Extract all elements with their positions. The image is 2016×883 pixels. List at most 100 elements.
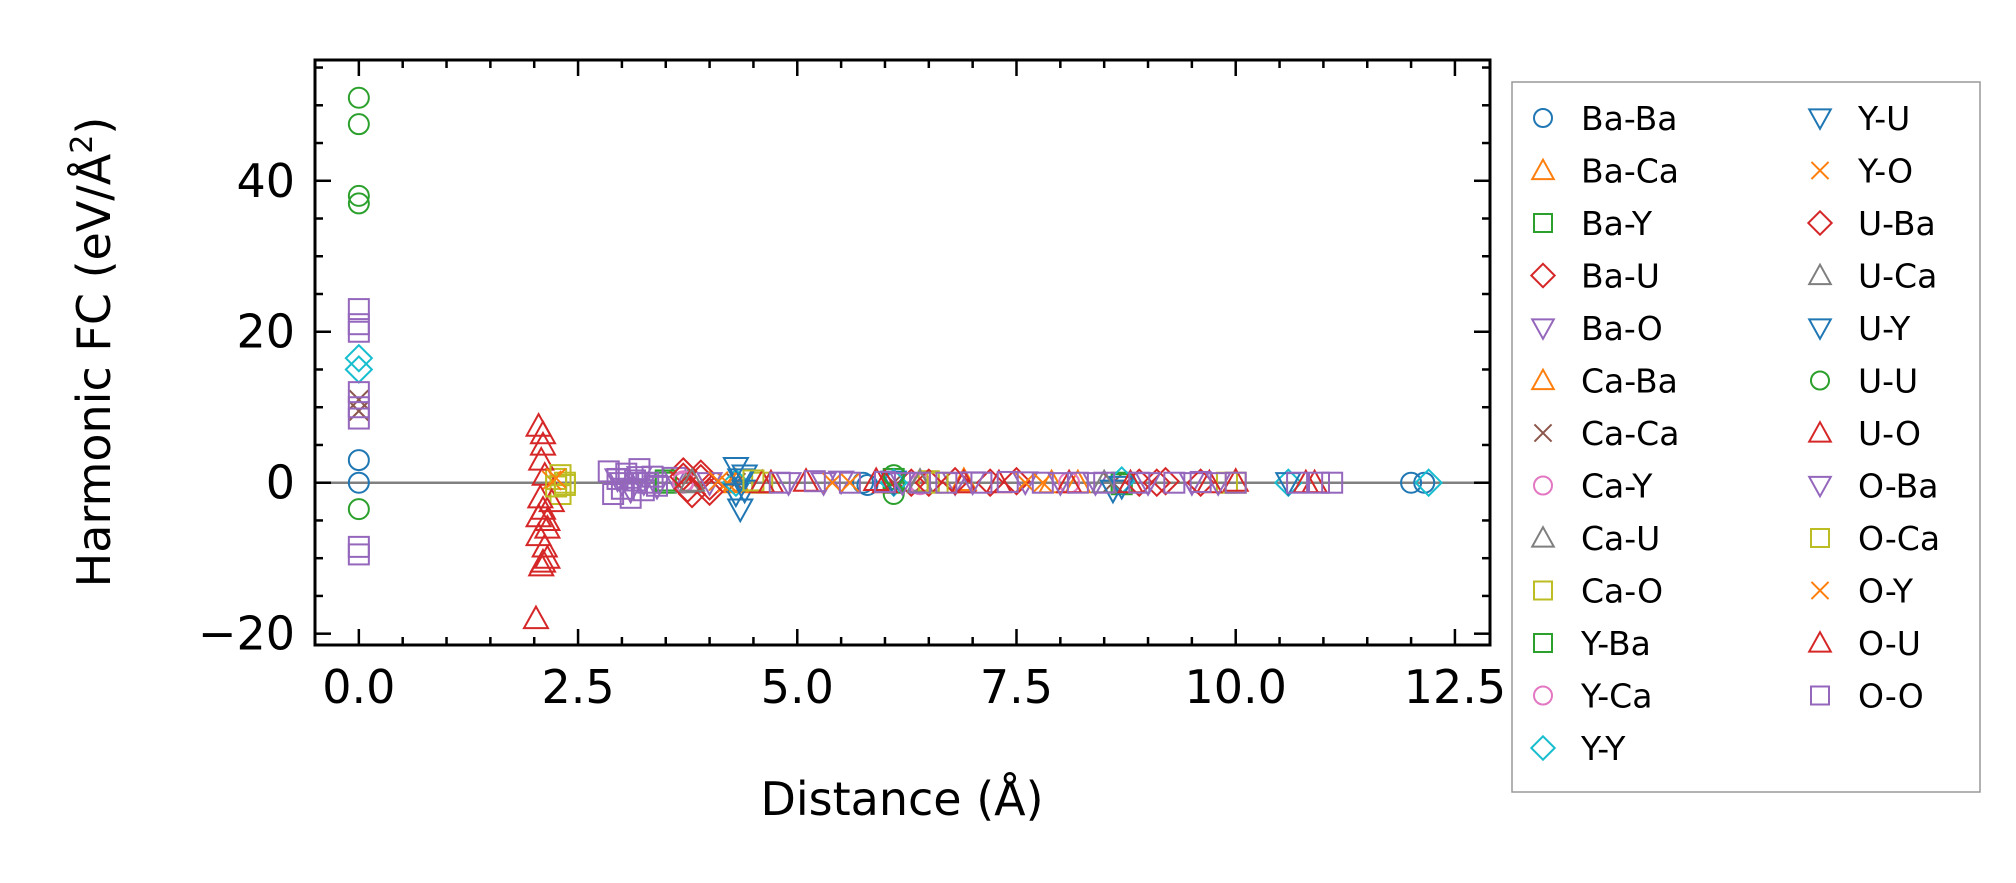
x-tick-label: 10.0 bbox=[1184, 660, 1286, 714]
data-point-o-ca bbox=[545, 475, 568, 498]
legend-marker-u-ba bbox=[1806, 209, 1834, 237]
data-point-u-ba bbox=[695, 477, 725, 507]
data-point-o-o bbox=[347, 396, 370, 419]
legend-marker-u-u bbox=[1810, 370, 1830, 391]
legend-label: Ba-U bbox=[1581, 257, 1660, 296]
x-tick-label: 7.5 bbox=[980, 660, 1053, 714]
x-tick-label: 0.0 bbox=[322, 660, 395, 714]
legend-label: Ca-Y bbox=[1581, 467, 1653, 506]
data-point-u-ba bbox=[668, 462, 698, 492]
data-point-o-ca bbox=[742, 469, 765, 492]
y-tick-label: −20 bbox=[198, 607, 295, 661]
legend-marker-u-o bbox=[1807, 420, 1833, 443]
data-point-ba-ba bbox=[347, 471, 370, 494]
legend-label: Ca-Ca bbox=[1581, 414, 1679, 453]
data-point-o-u bbox=[529, 419, 557, 445]
data-point-o-o bbox=[1224, 471, 1247, 494]
data-point-o-o bbox=[602, 483, 625, 506]
data-point-u-u bbox=[347, 113, 370, 136]
legend-label: Ba-Ba bbox=[1581, 99, 1677, 138]
legend-label: O-Ba bbox=[1858, 467, 1939, 506]
data-point-o-o bbox=[347, 407, 370, 430]
legend-marker-o-ba bbox=[1807, 475, 1833, 499]
legend-marker-y-u bbox=[1807, 108, 1833, 131]
data-point-o-o bbox=[873, 470, 896, 493]
legend-label: Ba-O bbox=[1581, 309, 1663, 348]
data-point-o-o bbox=[838, 471, 861, 494]
data-point-ca-ca bbox=[348, 389, 370, 410]
legend-box bbox=[1511, 81, 1981, 793]
x-axis-label: Distance (Å) bbox=[760, 772, 1043, 826]
data-point-o-o bbox=[1189, 470, 1212, 493]
data-point-o-ba bbox=[643, 475, 671, 501]
data-point-o-o bbox=[347, 543, 370, 566]
data-point-ba-ba bbox=[347, 449, 370, 472]
legend-marker-o-y bbox=[1810, 581, 1830, 600]
data-point-y-u bbox=[726, 498, 754, 524]
data-point-u-o bbox=[533, 544, 562, 569]
data-point-u-u bbox=[347, 86, 370, 109]
data-point-o-o bbox=[1093, 471, 1116, 494]
data-point-u-u bbox=[347, 184, 370, 207]
data-point-o-o bbox=[619, 486, 642, 509]
legend-marker-y-ba bbox=[1533, 633, 1553, 653]
data-point-y-y bbox=[1414, 468, 1444, 498]
legend-label: Y-Ca bbox=[1580, 677, 1652, 716]
legend-label: Ba-Ca bbox=[1581, 152, 1679, 191]
data-point-u-u bbox=[347, 498, 370, 521]
y-axis-label: Harmonic FC (eV/Å2) bbox=[65, 117, 121, 588]
data-point-o-y bbox=[822, 472, 843, 493]
x-tick-label: 12.5 bbox=[1404, 660, 1506, 714]
data-point-u-y bbox=[1108, 475, 1136, 501]
legend-marker-o-ca bbox=[1810, 528, 1830, 548]
legend-label: Ca-O bbox=[1581, 572, 1663, 611]
legend-marker-ba-ca bbox=[1530, 157, 1556, 181]
data-point-o-o bbox=[347, 313, 370, 336]
data-point-o-o bbox=[935, 471, 958, 494]
legend-label: O-U bbox=[1858, 624, 1921, 663]
data-point-ba-u bbox=[1002, 466, 1031, 496]
data-point-o-o bbox=[637, 471, 660, 494]
data-point-u-ba bbox=[1124, 468, 1154, 498]
plot-frame bbox=[313, 58, 1492, 647]
legend-marker-ca-y bbox=[1533, 475, 1553, 496]
data-point-o-y bbox=[708, 470, 729, 492]
data-point-ca-o bbox=[917, 470, 940, 493]
legend-marker-ca-ca bbox=[1533, 423, 1553, 443]
y-tick-label: 20 bbox=[236, 305, 295, 359]
data-point-u-ca bbox=[678, 467, 706, 492]
data-point-o-u bbox=[533, 513, 562, 539]
legend-label: U-U bbox=[1858, 362, 1918, 401]
data-point-ba-o bbox=[1011, 471, 1039, 497]
legend-marker-ca-ba bbox=[1530, 367, 1556, 391]
data-point-y-y bbox=[721, 468, 751, 498]
data-point-y-y bbox=[344, 355, 374, 384]
data-point-o-o bbox=[1308, 471, 1331, 494]
legend-label: O-Ca bbox=[1858, 519, 1940, 558]
legend-marker-ca-u bbox=[1530, 525, 1556, 548]
data-point-u-o bbox=[524, 412, 553, 437]
data-point-ba-ba bbox=[852, 471, 875, 494]
data-point-o-ba bbox=[888, 472, 917, 497]
legend-marker-u-ca bbox=[1807, 262, 1833, 286]
data-point-ba-o bbox=[827, 470, 855, 496]
data-point-o-o bbox=[632, 479, 655, 502]
legend-label: Ca-U bbox=[1581, 519, 1660, 558]
data-point-y-o bbox=[839, 472, 861, 493]
data-point-y-ba bbox=[654, 469, 677, 492]
data-point-o-ca bbox=[553, 473, 576, 496]
data-point-o-o bbox=[1066, 471, 1089, 494]
legend-marker-y-y bbox=[1529, 734, 1557, 762]
data-point-u-o bbox=[533, 506, 562, 532]
scatter-marks bbox=[344, 86, 1444, 630]
legend-label: Ca-Ba bbox=[1581, 362, 1678, 401]
data-point-o-ba bbox=[1046, 472, 1075, 497]
data-point-u-ba bbox=[673, 474, 703, 504]
legend-label: Y-Ba bbox=[1580, 624, 1651, 663]
legend-marker-o-o bbox=[1810, 685, 1830, 706]
legend-marker-ba-u bbox=[1529, 262, 1557, 289]
data-point-o-y bbox=[1015, 472, 1036, 493]
legend-label: U-Ca bbox=[1858, 257, 1937, 296]
data-point-o-o bbox=[1128, 471, 1151, 494]
data-point-o-o bbox=[803, 470, 826, 493]
